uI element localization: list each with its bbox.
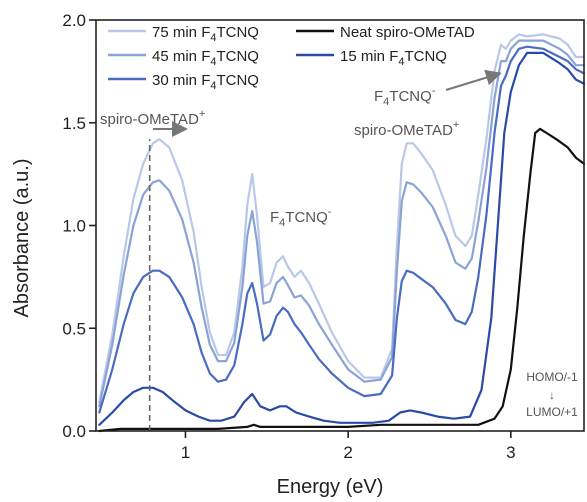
y-tick-label: 0.0 xyxy=(62,422,86,441)
legend-label: 15 min F4TCNQ xyxy=(340,48,447,68)
series-line-4 xyxy=(98,127,586,433)
annotation-spiro-low: spiro-OMeTAD+ xyxy=(100,108,205,137)
x-tick-label: 1 xyxy=(181,443,190,462)
y-tick-label: 2.0 xyxy=(62,11,86,30)
annotation-text: F4TCNQ- xyxy=(270,206,332,229)
annotation-f4tcnq-mid: F4TCNQ- xyxy=(270,206,332,229)
annotation-text: F4TCNQ- xyxy=(374,85,436,108)
annotation-text: spiro-OMeTAD+ xyxy=(100,108,205,128)
series-layer xyxy=(98,33,586,433)
series-line-2 xyxy=(98,45,586,414)
y-tick-label: 1.0 xyxy=(62,217,86,236)
x-tick-label: 2 xyxy=(343,443,352,462)
legend-label: Neat spiro-OMeTAD xyxy=(340,24,475,41)
legend-item-neat: Neat spiro-OMeTAD xyxy=(296,24,475,41)
legend-label: 45 min F4TCNQ xyxy=(152,48,259,68)
legend-label: 30 min F4TCNQ xyxy=(152,72,259,92)
annotation-spiro-high: spiro-OMeTAD+ xyxy=(354,119,459,139)
x-tick-label: 3 xyxy=(506,443,515,462)
annotation-line2: LUMO/+1 xyxy=(526,405,578,419)
annotation-text: spiro-OMeTAD+ xyxy=(354,119,459,139)
annotation-line1: HOMO/-1 xyxy=(526,370,578,384)
legend: 75 min F4TCNQ 45 min F4TCNQ 30 min F4TCN… xyxy=(108,24,475,92)
series-line-1 xyxy=(98,39,586,408)
annotation-down-arrow: ↓ xyxy=(549,388,555,402)
x-axis-title: Energy (eV) xyxy=(277,476,384,498)
annotation-f4tcnq-high: F4TCNQ- xyxy=(374,69,502,108)
y-tick-label: 1.5 xyxy=(62,114,86,133)
axis-ticks: 1 2 3 0.0 0.5 1.0 1.5 2.0 xyxy=(62,11,515,462)
series-line-0 xyxy=(98,33,586,404)
y-axis-title: Absorbance (a.u.) xyxy=(11,159,33,318)
legend-item-45min: 45 min F4TCNQ xyxy=(108,48,259,68)
annotation-arrow xyxy=(445,69,502,91)
y-tick-label: 0.5 xyxy=(62,319,86,338)
series-line-3 xyxy=(98,51,586,426)
annotation-homo-lumo: HOMO/-1 ↓ LUMO/+1 xyxy=(526,370,578,419)
legend-item-30min: 30 min F4TCNQ xyxy=(108,72,259,92)
legend-item-15min: 15 min F4TCNQ xyxy=(296,48,447,68)
legend-label: 75 min F4TCNQ xyxy=(152,24,259,44)
legend-item-75min: 75 min F4TCNQ xyxy=(108,24,259,44)
